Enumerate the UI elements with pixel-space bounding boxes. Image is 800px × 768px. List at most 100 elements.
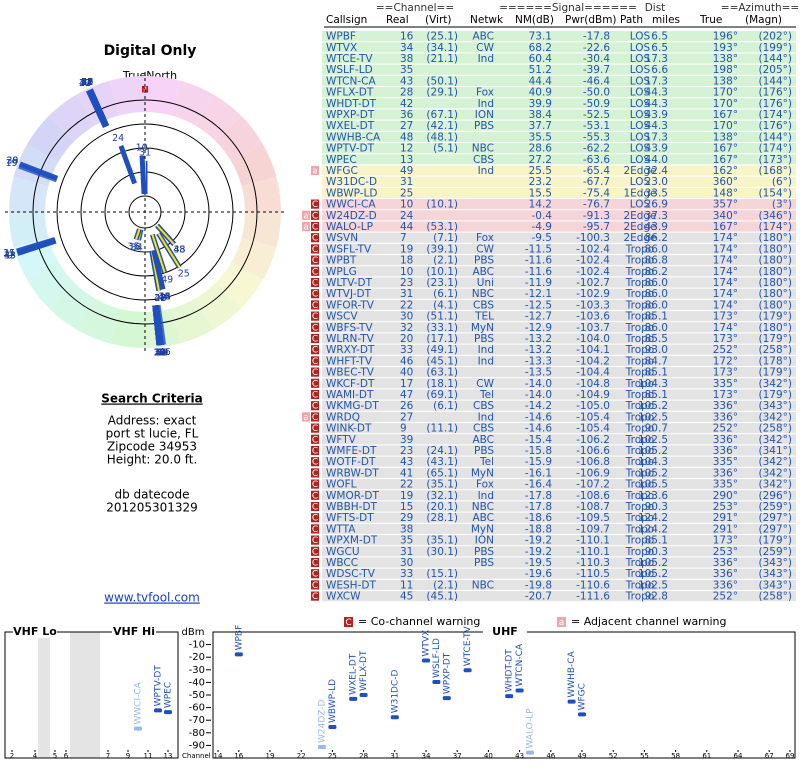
cell: (25.1) xyxy=(426,31,458,43)
warning-flag: a xyxy=(303,223,309,233)
warning-flag: C xyxy=(312,335,318,345)
cell: PBS xyxy=(474,557,494,569)
cell: 86.2 xyxy=(645,266,668,278)
warning-box xyxy=(311,199,319,209)
x-tick-label: 14 xyxy=(214,752,223,760)
cell: -16.4 xyxy=(525,479,552,491)
cell: CW xyxy=(476,42,494,54)
x-tick-label: 31 xyxy=(390,752,399,760)
station-bar xyxy=(151,249,166,290)
cell: Tropo xyxy=(625,456,654,468)
row-background xyxy=(322,434,796,445)
station-channel: 23 xyxy=(81,77,93,88)
cell: LOS xyxy=(630,131,651,143)
cell: WPTV-DT xyxy=(326,143,375,155)
cell: WESH-DT xyxy=(326,579,376,591)
site-link[interactable]: www.tvfool.com xyxy=(104,591,200,605)
y-tick-label: -70 xyxy=(189,715,205,726)
station-channel: 20 xyxy=(156,347,168,358)
station-channel: 22 xyxy=(79,78,91,89)
x-tick-label: 67 xyxy=(765,752,774,760)
warning-flag: C xyxy=(312,592,318,602)
cell: 23 xyxy=(400,445,413,457)
station-level xyxy=(567,699,576,704)
cell: WMFE-DT xyxy=(326,445,377,457)
station-channel: 46 xyxy=(159,347,171,358)
cell: 170° xyxy=(713,98,738,110)
cell: (176°) xyxy=(759,120,792,132)
cell: (342°) xyxy=(759,467,792,479)
cell: (296°) xyxy=(759,490,792,502)
row-background xyxy=(322,501,796,512)
cell: 336° xyxy=(713,400,738,412)
cell: (18.1) xyxy=(426,378,458,390)
criteria-line: Height: 20.0 ft. xyxy=(107,453,198,467)
cell: -110.6 xyxy=(576,579,610,591)
cell: WPLG xyxy=(326,266,357,278)
cell: Tropo xyxy=(625,591,654,603)
cell: (5.1) xyxy=(433,143,458,155)
x-tick-label: 13 xyxy=(164,752,173,760)
cell: 86.0 xyxy=(645,322,668,334)
cell: (144°) xyxy=(759,53,792,65)
cell: WINK-DT xyxy=(326,423,372,435)
station-label: WPTV-DT xyxy=(154,665,164,707)
cell: 336° xyxy=(713,579,738,591)
cell: 335° xyxy=(713,378,738,390)
legend-mark: C xyxy=(345,618,351,628)
x-tick-label: 11 xyxy=(144,752,153,760)
cell: (10.1) xyxy=(426,266,458,278)
warning-box xyxy=(311,277,319,288)
cell: (32.1) xyxy=(426,490,458,502)
cell: 43 xyxy=(400,75,413,87)
x-tick-label: 22 xyxy=(297,752,306,760)
cell: -102.4 xyxy=(576,255,610,267)
cell: 17 xyxy=(400,378,413,390)
station-channel: 12 xyxy=(159,292,171,303)
cell: -19.5 xyxy=(525,557,552,569)
station-level xyxy=(463,668,472,673)
column-header: (Virt) xyxy=(425,14,452,26)
cell: 27 xyxy=(400,411,413,423)
cell: -12.7 xyxy=(525,311,552,323)
cell: WPXM-DT xyxy=(326,535,378,547)
cell: 105.2 xyxy=(638,568,668,580)
row-background xyxy=(322,445,796,456)
cell: 86.8 xyxy=(645,255,668,267)
column-header: miles xyxy=(652,14,680,26)
warning-flag: C xyxy=(312,480,318,490)
warning-box xyxy=(311,378,319,388)
criteria-line: Zipcode 34953 xyxy=(107,440,197,454)
station-channel: 25 xyxy=(178,269,190,280)
y-tick-label: -60 xyxy=(189,703,205,714)
cell: 336° xyxy=(713,411,738,423)
cell: -50.9 xyxy=(583,98,610,110)
header-group: ==Azimuth== xyxy=(721,2,799,14)
cell: Tropo xyxy=(625,255,654,267)
cell: ABC xyxy=(472,434,494,446)
cell: LOS xyxy=(630,42,651,54)
cell: -62.2 xyxy=(583,143,610,155)
cell: -20.7 xyxy=(525,591,552,603)
cell: Tropo xyxy=(625,579,654,591)
station-bar-core xyxy=(157,232,181,268)
station-channel: 33 xyxy=(4,250,16,261)
cell: Ind xyxy=(478,344,494,356)
compass-band xyxy=(231,144,277,187)
station-level xyxy=(154,708,162,713)
cell: Tel xyxy=(479,456,494,468)
cell: 6.6 xyxy=(651,64,668,76)
cell: LOS xyxy=(630,75,651,87)
y-tick-label: -90 xyxy=(189,740,205,751)
cell: (4.1) xyxy=(433,299,458,311)
row-background xyxy=(322,232,796,243)
cell: 252° xyxy=(713,344,738,356)
criteria-line: Address: exact xyxy=(108,414,197,428)
cell: 17.3 xyxy=(645,75,668,87)
x-tick-label: 16 xyxy=(234,752,243,760)
station-channel: 31 xyxy=(3,248,15,259)
cell: 291° xyxy=(713,512,738,524)
cell: 90.3 xyxy=(645,546,668,558)
row-background xyxy=(322,131,796,142)
cell: 18 xyxy=(400,255,413,267)
